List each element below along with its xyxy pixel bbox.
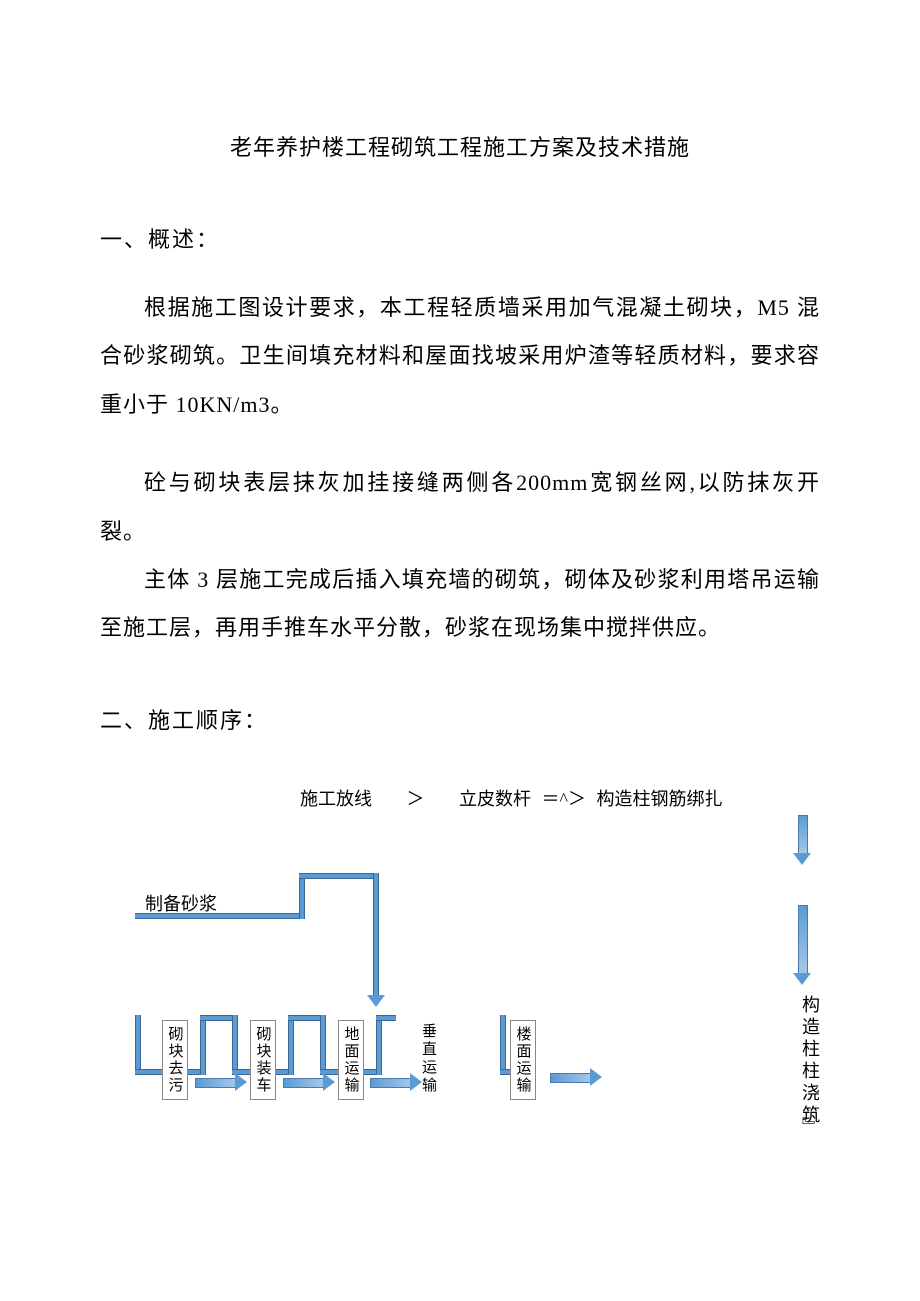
- flow-right-label: 构造柱柱浇筑: [797, 995, 823, 1127]
- flow-arrow1-sym: ＞: [407, 789, 425, 809]
- connector-line: [373, 873, 379, 998]
- connector-line: [500, 1069, 510, 1075]
- flowchart-diagram: 施工放线 ＞ 立皮数杆 ＝^＞ 构造柱钢筋绑扎 构造柱柱浇筑 』 制备砂浆 砌块…: [100, 785, 820, 1135]
- connector-line: [232, 1015, 238, 1075]
- section1-paragraph1: 根据施工图设计要求，本工程轻质墙采用加气混凝土砌块，M5 混合砂浆砌筑。卫生间填…: [100, 284, 820, 429]
- node-clean-block: 砌块去污: [162, 1020, 188, 1100]
- node-floor-transport: 楼面运输: [510, 1020, 536, 1100]
- connector-line: [376, 1015, 396, 1021]
- flow-step3: 构造柱钢筋绑扎: [596, 789, 722, 809]
- arrow-down-icon: [795, 905, 809, 985]
- connector-line: [299, 873, 379, 879]
- flow-arrow2-sym: ＝^＞: [542, 789, 586, 809]
- section2-header: 二、施工顺序：: [100, 703, 820, 735]
- section1-paragraph3: 主体 3 层施工完成后插入填充墙的砌筑，砌体及砂浆利用塔吊运输至施工层，再用手推…: [100, 556, 820, 653]
- document-title: 老年养护楼工程砌筑工程施工方案及技术措施: [100, 130, 820, 162]
- node-ground-transport: 地面运输: [338, 1020, 364, 1100]
- flow-top-line: 施工放线 ＞ 立皮数杆 ＝^＞ 构造柱钢筋绑扎: [300, 785, 722, 811]
- arrow-right-icon: [370, 1075, 410, 1094]
- connector-line: [320, 1015, 326, 1075]
- connector-line: [376, 1015, 382, 1075]
- arrow-right-icon: [550, 1070, 600, 1089]
- connector-line: [135, 1069, 165, 1075]
- node-vertical-transport: 垂直运输: [418, 1023, 439, 1095]
- flow-step2: 立皮数杆: [459, 789, 531, 809]
- connector-line: [299, 873, 305, 919]
- connector-line: [288, 1015, 294, 1075]
- connector-line: [200, 1015, 206, 1075]
- arrow-down-icon: [795, 815, 809, 865]
- connector-line: [135, 913, 305, 919]
- connector-line: [500, 1015, 506, 1075]
- section1-header: 一、概述：: [100, 222, 820, 254]
- section1-paragraph2: 砼与砌块表层抹灰加挂接缝两侧各200mm宽钢丝网,以防抹灰开裂。: [100, 459, 820, 556]
- connector-line: [135, 1015, 141, 1075]
- arrowhead-down-icon: [367, 995, 385, 1007]
- flow-step1: 施工放线: [300, 789, 372, 809]
- arrow-right-icon: [283, 1075, 323, 1094]
- node-load-block: 砌块装车: [250, 1020, 276, 1100]
- arrow-right-icon: [195, 1075, 235, 1094]
- flow-bracket: 』: [797, 1117, 823, 1135]
